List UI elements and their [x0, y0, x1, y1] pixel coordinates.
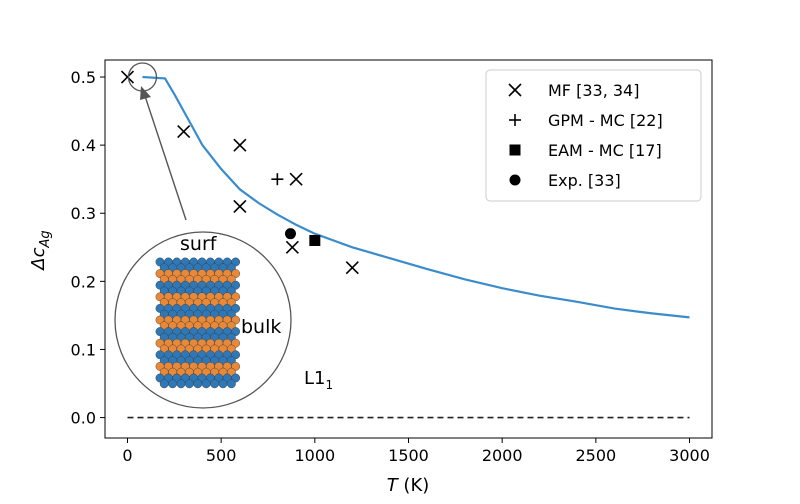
- legend-box: [485, 69, 702, 202]
- atom: [226, 379, 236, 389]
- legend: MF [33, 34] GPM - MC [22] EAM - MC [17] Exp…: [485, 69, 702, 202]
- point-x-0-1-stroke-b: [177, 124, 191, 139]
- annotation-arrowhead: [140, 86, 151, 100]
- point-x-0-6: [345, 261, 359, 275]
- point-+-1-0: [271, 173, 284, 186]
- legend-marker-0-stroke-b: [508, 83, 522, 97]
- legend-marker-0: [508, 83, 522, 97]
- atom: [168, 379, 178, 389]
- atom: [210, 379, 220, 389]
- tick-layer: 0 500 1000 1500 2000 2500 3000 0.0 0.1 0.2 0.3 0.4 0…: [71, 68, 710, 465]
- y-tick-label: 0.0: [71, 409, 96, 428]
- x-tick-label: 2000: [482, 446, 523, 465]
- annotation-arrow: [144, 95, 187, 221]
- point-x-0-5-stroke-b: [285, 240, 299, 254]
- point-circle-3-0: [284, 228, 296, 240]
- legend-label-2: EAM - MC [17]: [548, 141, 662, 160]
- atom: [193, 379, 203, 389]
- point-x-0-5: [285, 240, 299, 254]
- scatter-layer: [120, 70, 359, 275]
- x-tick-label: 2500: [575, 446, 616, 465]
- inset-label-surf: surf: [180, 233, 218, 255]
- inset-label-bulk: bulk: [241, 316, 281, 338]
- y-tick-label: 0.5: [71, 68, 96, 87]
- point-x-0-0: [120, 70, 135, 84]
- x-tick-label: 0: [122, 446, 132, 465]
- legend-label-0: MF [33, 34]: [548, 81, 639, 100]
- point-x-0-0-stroke-b: [120, 70, 135, 84]
- legend-marker-2: [509, 144, 521, 156]
- y-tick-label: 0.1: [71, 340, 96, 359]
- legend-label-3: Exp. [33]: [548, 171, 621, 190]
- point-x-0-3: [233, 199, 247, 213]
- simulation-line: [142, 75, 690, 319]
- x-tick-label: 500: [206, 446, 237, 465]
- legend-marker-1: [509, 114, 521, 126]
- atomic-slab-inset: [155, 257, 241, 389]
- point-x-0-4: [289, 172, 303, 186]
- point-x-0-3-stroke-b: [233, 199, 247, 213]
- y-tick-label: 0.3: [71, 204, 96, 223]
- point-x-0-6-stroke-b: [345, 261, 359, 275]
- atom: [201, 379, 211, 389]
- y-tick-label: 0.4: [71, 136, 96, 155]
- point-square-2-0: [309, 234, 321, 246]
- atom: [218, 379, 228, 389]
- point-x-0-4-stroke-b: [289, 172, 303, 186]
- x-axis-label: T (K): [387, 475, 430, 496]
- y-axis-label: ΔcAg: [28, 230, 53, 271]
- x-tick-label: 1500: [388, 446, 429, 465]
- atom: [184, 379, 194, 389]
- legend-label-1: GPM - MC [22]: [548, 111, 663, 130]
- atom: [159, 379, 169, 389]
- x-tick-label: 3000: [669, 446, 710, 465]
- atom: [176, 379, 186, 389]
- point-x-0-1: [177, 124, 191, 139]
- point-x-0-2-stroke-b: [233, 138, 247, 152]
- x-tick-label: 1000: [294, 446, 335, 465]
- y-tick-label: 0.2: [71, 272, 96, 291]
- phase-label: L11: [304, 368, 333, 392]
- legend-marker-3: [509, 174, 521, 186]
- point-x-0-2: [233, 138, 247, 152]
